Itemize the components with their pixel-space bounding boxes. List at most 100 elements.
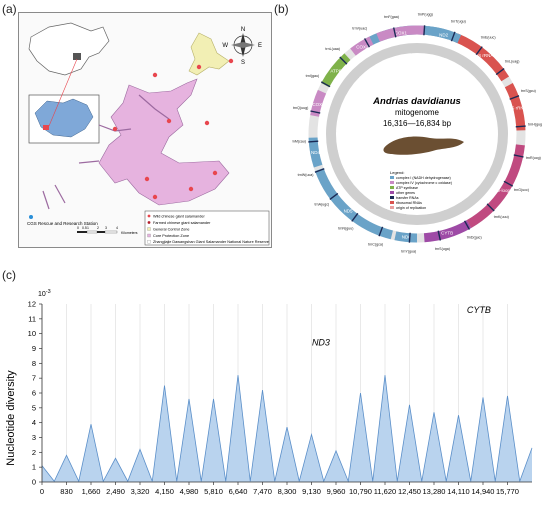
trna-label: trnA(ugc) — [314, 202, 329, 206]
y-tick-label: 6 — [32, 389, 36, 398]
x-tick-label: 1,660 — [82, 487, 101, 496]
y-tick-label: 8 — [32, 359, 36, 368]
general-control-zone — [189, 33, 229, 75]
y-tick-label: 9 — [32, 344, 36, 353]
genome-segment-label: COX2 — [356, 45, 369, 50]
y-multiplier: 10-3 — [38, 289, 51, 298]
trna-tick — [516, 126, 526, 127]
x-tick-label: 14,110 — [447, 487, 469, 496]
trna-label: trnK(uuu) — [494, 215, 509, 219]
y-tick-label: 3 — [32, 433, 36, 442]
compass-n: N — [241, 27, 245, 33]
genome-segment-label: COX1 — [395, 30, 408, 35]
trna-label: trnW(uca) — [298, 173, 314, 177]
sample-point — [113, 127, 117, 131]
sample-point — [213, 171, 217, 175]
genome-segment-label: COX3 — [312, 102, 325, 107]
genome-legend-item: complex I (NADH dehydrogenase) — [396, 176, 451, 180]
trna-label: trnF(gaa) — [384, 15, 399, 19]
genome-legend-swatch — [390, 181, 394, 184]
x-tick-label: 10,790 — [349, 487, 372, 496]
genome-legend-swatch — [390, 186, 394, 189]
compass: N S E W — [222, 27, 262, 66]
sample-point — [153, 195, 157, 199]
trna-label: trnS(uga) — [435, 247, 450, 251]
sample-point — [229, 59, 233, 63]
genome-legend-item: other genes — [396, 191, 415, 195]
trna-label: trnV(uac) — [352, 27, 367, 31]
chart-annotation: ND3 — [312, 337, 330, 347]
y-tick-label: 2 — [32, 448, 36, 457]
genome-legend-swatch — [390, 196, 394, 199]
genome-legend-item: ribosomal RNAs — [396, 201, 422, 205]
china-outline — [29, 23, 109, 75]
sample-point — [205, 121, 209, 125]
inset-highlight — [43, 125, 49, 130]
trna-label: trnC(gca) — [368, 243, 383, 247]
x-tick-label: 14,940 — [472, 487, 495, 496]
x-tick-label: 3,320 — [131, 487, 150, 496]
trna-label: trnY(gua) — [401, 250, 416, 254]
x-tick-label: 13,280 — [423, 487, 446, 496]
y-tick-label: 5 — [32, 403, 36, 412]
y-multiplier-exp: -3 — [46, 289, 51, 295]
compass-s: S — [241, 60, 245, 66]
sample-point — [189, 187, 193, 191]
x-tick-label: 2,490 — [106, 487, 125, 496]
compass-e: E — [258, 43, 262, 49]
x-tick-label: 6,640 — [229, 487, 248, 496]
panel-label-a: (a) — [2, 2, 17, 16]
y-tick-label: 11 — [28, 314, 36, 323]
scale-unit: Kilometers — [121, 231, 138, 235]
trna-label: trnS(gcu) — [521, 89, 536, 93]
x-tick-label: 8,300 — [278, 487, 297, 496]
trna-tick — [409, 233, 410, 243]
sample-point — [167, 119, 171, 123]
x-tick-label: 5,810 — [204, 487, 223, 496]
chart-annotation: CYTB — [467, 305, 491, 315]
genome-segment-label: ATP6 — [330, 69, 341, 74]
genome-legend-swatch — [390, 176, 394, 179]
sample-point — [153, 73, 157, 77]
genome-segment-label: 12S rRNA — [506, 105, 526, 110]
x-tick-label: 830 — [60, 487, 73, 496]
genome-segment-label: ND5 — [344, 209, 353, 214]
x-tick-label: 4,980 — [180, 487, 199, 496]
genome-segment-label: ND2 — [439, 33, 448, 38]
map-legend-item: Zhangjiajie Dawangshan Giant Salamander … — [153, 240, 269, 244]
x-tick-label: 4,150 — [155, 487, 174, 496]
scale-tick: 1 — [87, 226, 89, 230]
sample-point — [197, 65, 201, 69]
genome-segment-label: CYTB — [441, 230, 453, 235]
genome-segment-label: ND4 — [311, 150, 320, 155]
x-tick-label: 9,960 — [327, 487, 346, 496]
genome-legend-swatch — [390, 201, 394, 204]
china-highlight — [73, 53, 81, 60]
genome-legend-title: Legend: — [390, 170, 404, 175]
map-legend-item: General Control Zone — [153, 228, 190, 232]
map-legend: Wild chinese giant salamander Farmed chi… — [145, 211, 269, 245]
genome-legend-item: origin of replication — [396, 206, 426, 210]
x-tick-label: 12,450 — [398, 487, 421, 496]
trna-label: trnM(cau) — [292, 140, 306, 144]
genome-species: Andrias davidianus — [372, 96, 461, 107]
genome-legend-item: complex IV (cytochrome c oxidase) — [396, 181, 452, 185]
y-axis-label: Nucleotide diversity — [5, 370, 17, 466]
y-tick-label: 4 — [32, 418, 36, 427]
panel-label-b: (b) — [274, 2, 289, 16]
scale-tick: 4 — [116, 226, 118, 230]
scale-tick: 0 — [77, 226, 79, 230]
sample-point — [145, 177, 149, 181]
genome-segment-label: D-loop — [497, 188, 511, 193]
x-tick-label: 0 — [40, 487, 44, 496]
map-legend-item: Wild chinese giant salamander — [153, 215, 205, 219]
trna-label: trnH(gug) — [528, 122, 542, 126]
map-svg: N S E W CGS Rescue and Research Station … — [19, 13, 271, 247]
trna-tick — [308, 141, 318, 142]
trna-label: trnQ(uug) — [293, 106, 308, 110]
trna-label: trnL(uaa) — [325, 47, 340, 51]
trna-tick — [424, 25, 425, 35]
